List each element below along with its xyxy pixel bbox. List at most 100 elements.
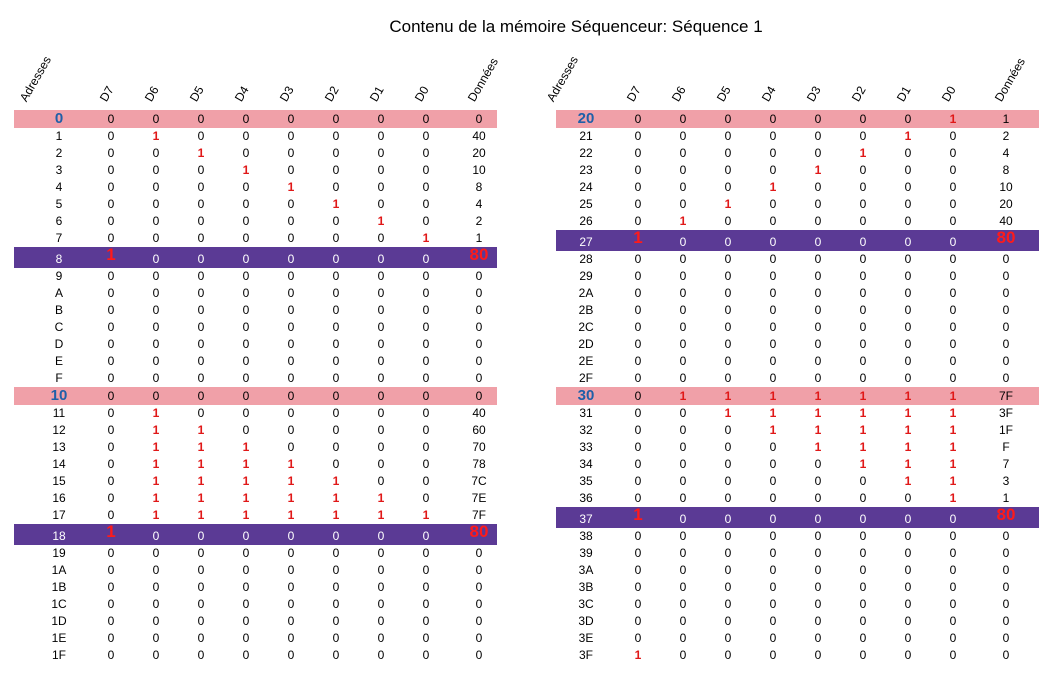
address-cell: 25 [579,197,593,211]
bit-cell-d0: 1 [949,440,957,454]
bit-cell-d3: 0 [814,197,822,211]
bit-cell-d5: 0 [197,529,205,543]
bit-cell-d2: 0 [859,214,867,228]
bit-cell-d5: 1 [197,146,205,160]
bit-cell-d5: 0 [724,252,732,266]
bit-cell-d7: 0 [634,320,642,334]
table-row: 3D 0 0 0 0 0 0 0 0 0 [556,613,1039,630]
bit-cell-d2: 0 [332,423,340,437]
data-cell: 0 [475,354,483,368]
address-cell: 32 [579,423,593,437]
bit-cell-d5: 0 [197,320,205,334]
bit-cell-d2: 0 [859,163,867,177]
bit-cell-d0: 0 [422,354,430,368]
bit-cell-d1: 0 [377,529,385,543]
bit-cell-d6: 0 [152,337,160,351]
bit-cell-d5: 0 [197,112,205,126]
bit-cell-d5: 0 [724,337,732,351]
data-cell: F [1002,440,1010,454]
bit-cell-d6: 0 [679,269,687,283]
bit-cell-d1: 0 [377,320,385,334]
bit-cell-d2: 0 [859,235,867,249]
bit-cell-d3: 0 [814,546,822,560]
bit-cell-d7: 0 [107,563,115,577]
table-row: 19 0 0 0 0 0 0 0 0 0 [14,545,497,562]
bit-cell-d5: 0 [197,197,205,211]
bit-cell-d4: 0 [242,423,250,437]
address-cell: 29 [579,269,593,283]
bit-cell-d7: 1 [106,522,116,541]
bit-cell-d3: 0 [287,129,295,143]
address-cell: A [54,286,63,300]
bit-cell-d4: 0 [769,491,777,505]
data-cell: 7F [471,508,486,522]
bit-cell-d5: 0 [724,320,732,334]
bit-cell-d3: 0 [814,457,822,471]
bit-cell-d6: 0 [152,614,160,628]
bit-cell-d2: 0 [332,457,340,471]
bit-cell-d0: 0 [949,303,957,317]
bit-cell-d7: 0 [107,580,115,594]
bit-cell-d1: 0 [377,112,385,126]
bit-cell-d6: 0 [152,303,160,317]
bit-cell-d1: 0 [904,354,912,368]
address-cell: 11 [52,406,66,420]
bit-cell-d5: 0 [197,180,205,194]
bit-cell-d2: 1 [859,457,867,471]
bit-cell-d3: 0 [287,440,295,454]
bit-cell-d3: 0 [814,180,822,194]
bit-cell-d2: 0 [332,580,340,594]
bit-cell-d4: 1 [242,440,250,454]
address-cell: E [54,354,63,368]
bit-cell-d2: 0 [859,252,867,266]
table-row: 2 0 0 1 0 0 0 0 0 20 [14,145,497,162]
bit-cell-d5: 0 [724,529,732,543]
bit-cell-d4: 0 [242,112,250,126]
table-row: 22 0 0 0 0 0 1 0 0 4 [556,145,1039,162]
bit-cell-d6: 0 [679,491,687,505]
header-d1: D1 [893,83,914,104]
address-cell: 1E [51,631,67,645]
data-cell: 1 [1002,491,1010,505]
table-row: 32 0 0 0 1 1 1 1 1 1F [556,422,1039,439]
bit-cell-d5: 0 [197,614,205,628]
bit-cell-d3: 1 [814,389,822,403]
bit-cell-d7: 0 [634,631,642,645]
table-row: 17 0 1 1 1 1 1 1 1 7F [14,507,497,524]
table-row: 8 1 0 0 0 0 0 0 0 80 [14,245,497,268]
bit-cell-d3: 0 [287,252,295,266]
bit-cell-d7: 0 [634,163,642,177]
memory-table-left: Adresses D7 D6 D5 D4 D3 D2 D1 D0 Données 0 0 0 0 0 0 0 0 0… [14,0,504,692]
bit-cell-d0: 1 [949,423,957,437]
bit-cell-d7: 1 [106,245,116,264]
bit-cell-d0: 0 [949,597,957,611]
bit-cell-d1: 0 [904,512,912,526]
bit-cell-d6: 0 [152,231,160,245]
bit-cell-d5: 0 [724,457,732,471]
purple-highlight-band [556,507,1039,528]
address-cell: 37 [579,512,593,526]
table-row: 1C 0 0 0 0 0 0 0 0 0 [14,596,497,613]
bit-cell-d3: 0 [814,303,822,317]
address-cell: 27 [579,235,593,249]
header-d7: D7 [623,83,644,104]
address-cell: 3B [578,580,594,594]
address-cell: 7 [55,231,63,245]
bit-cell-d4: 0 [769,563,777,577]
bit-cell-d2: 0 [859,546,867,560]
bit-cell-d3: 0 [287,197,295,211]
address-cell: 8 [55,252,63,266]
address-cell: 35 [579,474,593,488]
bit-cell-d3: 0 [287,563,295,577]
bit-cell-d4: 1 [242,474,250,488]
bit-cell-d2: 0 [332,129,340,143]
bit-cell-d7: 0 [634,406,642,420]
header-d5: D5 [186,83,207,104]
bit-cell-d3: 0 [287,406,295,420]
data-cell: 0 [1002,337,1010,351]
data-cell: 3F [998,406,1013,420]
bit-cell-d3: 0 [814,129,822,143]
bit-cell-d0: 0 [949,252,957,266]
bit-cell-d1: 0 [904,197,912,211]
bit-cell-d2: 0 [332,269,340,283]
